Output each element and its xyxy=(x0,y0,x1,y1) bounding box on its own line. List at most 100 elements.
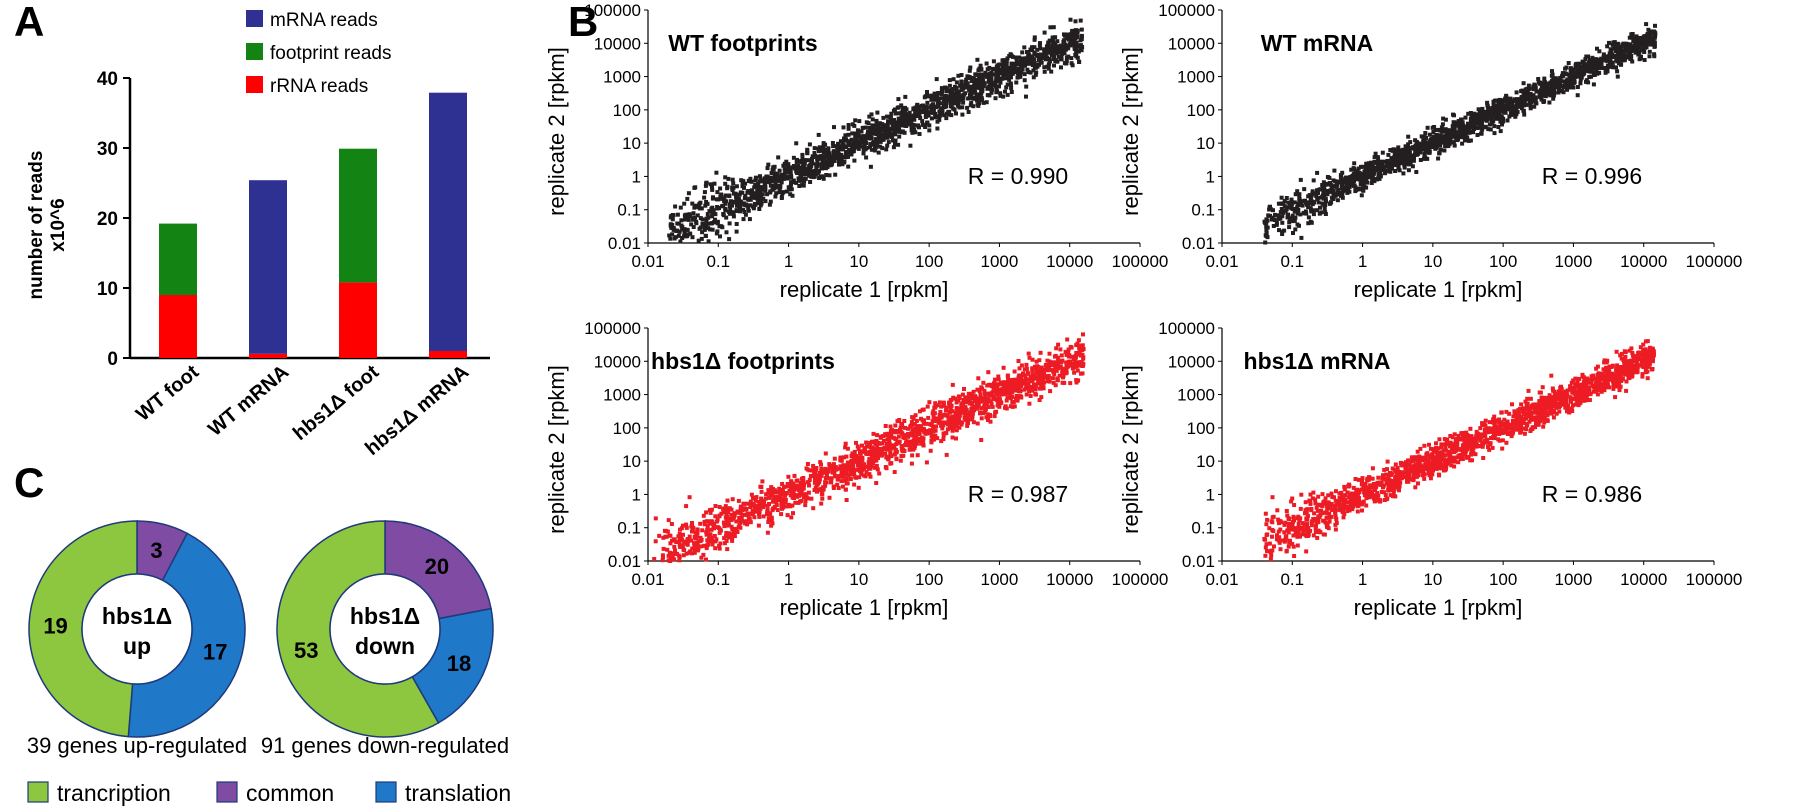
scatter-point xyxy=(841,125,846,130)
scatter-point xyxy=(1555,81,1560,85)
scatter-point xyxy=(1413,149,1418,154)
scatter-point xyxy=(704,510,709,515)
scatter-point xyxy=(680,538,684,542)
scatter-point xyxy=(936,91,941,95)
scatter-point xyxy=(773,194,778,199)
scatter-point xyxy=(751,206,756,211)
scatter-point xyxy=(776,496,781,501)
scatter-point xyxy=(866,466,871,471)
scatter-point xyxy=(769,518,774,523)
scatter-point xyxy=(915,103,920,108)
scatter-point xyxy=(853,118,858,123)
scatter-point xyxy=(997,70,1002,75)
scatter-point xyxy=(1599,61,1604,65)
scatter-point xyxy=(964,77,969,82)
scatter-point xyxy=(983,70,988,75)
scatter-point xyxy=(1324,199,1328,204)
scatter-point xyxy=(1013,381,1018,386)
scatter-point xyxy=(1008,394,1013,399)
scatter-point xyxy=(1336,187,1341,192)
scatter-point xyxy=(1057,46,1062,51)
scatter-point xyxy=(1339,177,1344,182)
scatter-point xyxy=(1351,172,1356,177)
scatter-point xyxy=(675,212,680,217)
scatter-point xyxy=(1467,138,1471,143)
scatter-point xyxy=(1074,380,1079,385)
scatter-point xyxy=(819,501,824,506)
scatter-point xyxy=(820,492,825,496)
scatter-point xyxy=(1078,18,1083,23)
scatter-point xyxy=(800,487,805,492)
scatter-point xyxy=(1419,134,1424,139)
scatter-point xyxy=(1025,50,1029,54)
scatter-point xyxy=(732,511,737,516)
scatter-point xyxy=(1339,185,1344,190)
scatter-point xyxy=(896,142,901,147)
scatter-point xyxy=(915,453,920,458)
scatter-point xyxy=(1627,47,1632,51)
bar-legend-swatch xyxy=(246,76,263,93)
scatter-point xyxy=(900,123,905,128)
scatter-point xyxy=(969,393,974,398)
scatter-point xyxy=(1001,390,1006,395)
scatter-point xyxy=(1028,385,1033,389)
scatter-point xyxy=(794,141,799,146)
scatter-point xyxy=(1483,125,1488,130)
scatter-point xyxy=(908,423,913,428)
scatter-point xyxy=(932,411,937,416)
scatter-point xyxy=(1497,116,1502,121)
scatter-point xyxy=(724,523,729,527)
scatter-point xyxy=(860,449,865,454)
scatter-point xyxy=(1328,188,1333,193)
scatter-point xyxy=(966,110,971,114)
scatter-point xyxy=(968,103,973,108)
scatter-point xyxy=(999,70,1004,75)
scatter-point xyxy=(660,553,665,558)
scatter-point xyxy=(1451,131,1456,136)
scatter-point xyxy=(854,475,859,480)
scatter-point xyxy=(1528,91,1533,96)
scatter-point xyxy=(1395,154,1400,158)
scatter-point xyxy=(820,174,825,179)
scatter-point xyxy=(738,519,743,524)
scatter-point xyxy=(1054,346,1059,351)
scatter-point xyxy=(789,515,794,520)
scatter-point xyxy=(898,430,903,434)
scatter-point xyxy=(1507,98,1512,103)
scatter-point xyxy=(818,156,823,160)
scatter-point xyxy=(967,74,972,79)
scatter-point xyxy=(906,441,911,446)
scatter-y-tick-label: 10 xyxy=(622,134,641,153)
scatter-point xyxy=(1386,163,1391,168)
scatter-point xyxy=(765,503,770,508)
scatter-point xyxy=(854,142,859,147)
scatter-point xyxy=(1451,125,1456,130)
scatter-point xyxy=(910,453,915,458)
scatter-point xyxy=(1323,212,1328,216)
scatter-point xyxy=(670,554,675,559)
scatter-point xyxy=(1351,166,1356,171)
scatter-point xyxy=(692,550,697,555)
scatter-point xyxy=(781,163,786,168)
scatter-point xyxy=(698,225,703,230)
scatter-point xyxy=(997,84,1001,89)
scatter-point xyxy=(927,400,932,405)
scatter-x-tick-label: 1000 xyxy=(1555,252,1593,271)
scatter-point xyxy=(1571,67,1576,72)
scatter-point xyxy=(1038,381,1043,386)
scatter-point xyxy=(928,448,933,453)
scatter-point xyxy=(1064,362,1069,367)
scatter-point xyxy=(862,142,867,147)
scatter-point xyxy=(1287,220,1292,225)
scatter-point xyxy=(850,144,855,149)
scatter-point xyxy=(1434,144,1439,149)
scatter-point xyxy=(789,180,794,185)
scatter-point xyxy=(914,418,919,423)
scatter-point xyxy=(1073,52,1078,57)
scatter-point xyxy=(1060,368,1065,373)
scatter-point xyxy=(1059,65,1063,70)
scatter-point xyxy=(949,423,954,428)
scatter-point xyxy=(1282,199,1287,203)
scatter-point xyxy=(883,451,888,456)
scatter-point xyxy=(794,164,799,169)
